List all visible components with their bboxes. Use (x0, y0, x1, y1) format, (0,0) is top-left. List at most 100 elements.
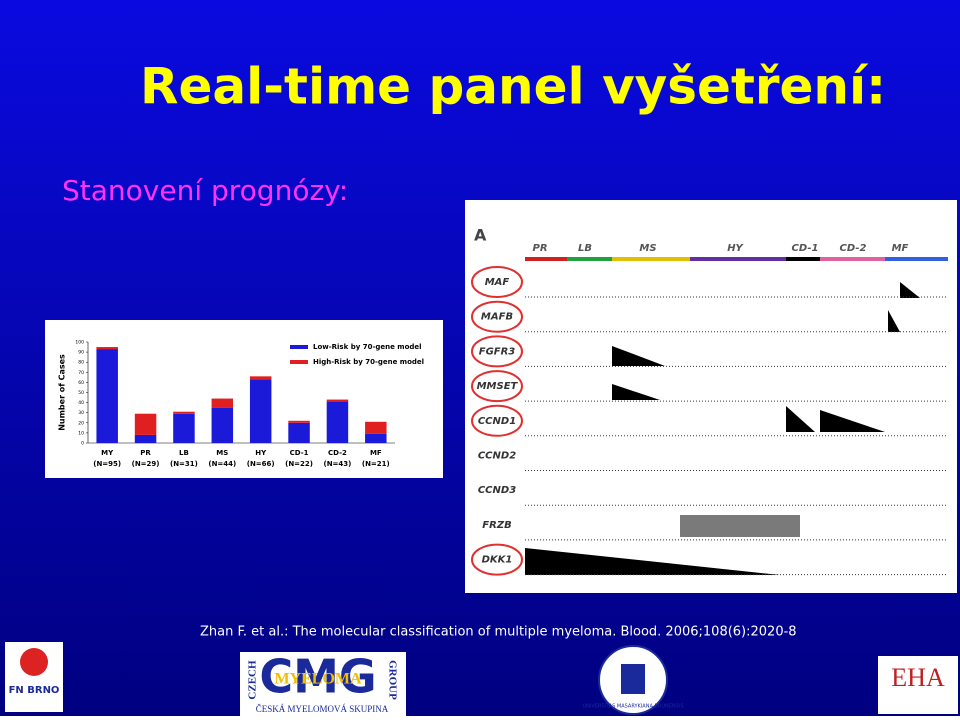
slide-subtitle: Stanovení prognózy: (62, 174, 348, 207)
gene-label: DKK1 (482, 555, 513, 566)
expression-block (612, 346, 665, 366)
legend-label: Low-Risk by 70-gene model (313, 343, 422, 351)
x-tick-label: (N=29) (132, 460, 160, 468)
y-tick-label: 30 (78, 410, 84, 416)
y-tick-label: 10 (78, 430, 84, 436)
citation: Zhan F. et al.: The molecular classifica… (200, 625, 797, 640)
y-axis-label: Number of Cases (58, 354, 67, 431)
y-tick-label: 50 (78, 390, 84, 396)
expression-block (525, 548, 780, 575)
logo-bg (878, 656, 958, 714)
y-tick-label: 70 (78, 370, 84, 376)
expression-block (786, 406, 815, 432)
group-label: CD-2 (840, 243, 867, 254)
y-tick-label: 0 (81, 441, 84, 447)
gene-label: FGFR3 (479, 346, 516, 357)
group-label: MF (892, 243, 909, 254)
gene-label: MMSET (477, 381, 519, 392)
gene-label: FRZB (482, 520, 511, 531)
expression-block (820, 410, 885, 432)
gene-highlight (471, 543, 523, 576)
gene-highlight (471, 266, 523, 298)
logo-text: GROUP (386, 660, 398, 700)
group-label: CD-1 (792, 243, 819, 254)
bar-segment (173, 413, 195, 443)
logo-fn: FN BRNO (5, 642, 63, 712)
expression-block (680, 515, 800, 537)
logo-shape (20, 648, 48, 676)
x-tick-label: (N=31) (170, 460, 198, 468)
group-bar (612, 257, 690, 261)
group-bar (690, 257, 786, 261)
gene-label: CCND1 (478, 416, 516, 427)
group-bar (525, 257, 567, 261)
legend-swatch (290, 345, 308, 349)
y-tick-label: 100 (75, 340, 84, 346)
bar-segment (134, 413, 157, 435)
logo-eha: EHA (878, 656, 958, 714)
bar-segment (288, 420, 310, 423)
y-tick-label: 40 (78, 400, 84, 406)
y-tick-label: 80 (78, 360, 84, 366)
group-bar (820, 257, 885, 261)
logo-cmg: CZECH CMG MYELOMA GROUP ČESKÁ MYELOMOVÁ … (240, 650, 406, 716)
bar-segment (365, 421, 387, 434)
x-tick-label: (N=43) (324, 460, 352, 468)
group-bar (885, 257, 948, 261)
x-tick-label: (N=44) (208, 460, 236, 468)
logo-text: EHA (891, 663, 945, 692)
bar-segment (249, 376, 272, 380)
x-tick-label: MY (101, 449, 114, 457)
group-bar (567, 257, 612, 261)
group-label: LB (578, 243, 592, 254)
gene-label: CCND3 (478, 485, 516, 496)
group-label: MS (639, 243, 656, 254)
logo-shape (621, 664, 645, 694)
bar-segment (96, 347, 118, 350)
logo-text: CMG (259, 650, 376, 704)
y-tick-label: 20 (78, 420, 84, 426)
slide-title: Real-time panel vyšetření: (140, 58, 886, 116)
x-tick-label: CD-2 (328, 449, 347, 457)
gene-highlight (471, 370, 523, 403)
x-tick-label: PR (140, 449, 151, 457)
logo-text: ČESKÁ MYELOMOVÁ SKUPINA (256, 704, 389, 714)
bar-segment (173, 411, 195, 414)
gene-label: MAFB (481, 312, 513, 323)
x-tick-label: HY (255, 449, 267, 457)
bar-segment (249, 379, 272, 443)
logo-text: MYELOMA (274, 671, 362, 688)
gene-label: MAF (485, 277, 510, 288)
gene-highlight (471, 404, 523, 437)
expression-block (900, 282, 920, 298)
bar-segment (365, 433, 387, 443)
x-tick-label: (N=95) (93, 460, 121, 468)
bar-segment (211, 407, 234, 443)
bar-segment (96, 349, 118, 443)
legend-swatch (290, 360, 308, 364)
group-label: PR (532, 243, 547, 254)
group-bar (786, 257, 820, 261)
bar-segment (288, 422, 310, 443)
logo-text: UNIVERSITAS MASARYKIANA BRUNENSIS (582, 704, 683, 710)
panel-label: A (474, 226, 487, 245)
bar-segment (211, 398, 234, 408)
x-tick-label: (N=66) (247, 460, 275, 468)
gene-label: CCND2 (478, 451, 516, 462)
y-tick-label: 90 (78, 350, 84, 356)
x-tick-label: LB (179, 449, 189, 457)
bar-segment (134, 434, 157, 443)
x-tick-label: CD-1 (290, 449, 309, 457)
legend-label: High-Risk by 70-gene model (313, 358, 424, 366)
x-tick-label: MF (370, 449, 382, 457)
x-tick-label: (N=22) (285, 460, 313, 468)
expression-block (612, 384, 660, 400)
group-label: HY (727, 243, 744, 254)
gene-highlight (471, 335, 523, 368)
logo-text: FN BRNO (9, 685, 60, 696)
expression-block (888, 310, 900, 332)
gene-highlight (471, 300, 523, 333)
x-tick-label: MS (216, 449, 228, 457)
logo-bg (240, 652, 406, 716)
